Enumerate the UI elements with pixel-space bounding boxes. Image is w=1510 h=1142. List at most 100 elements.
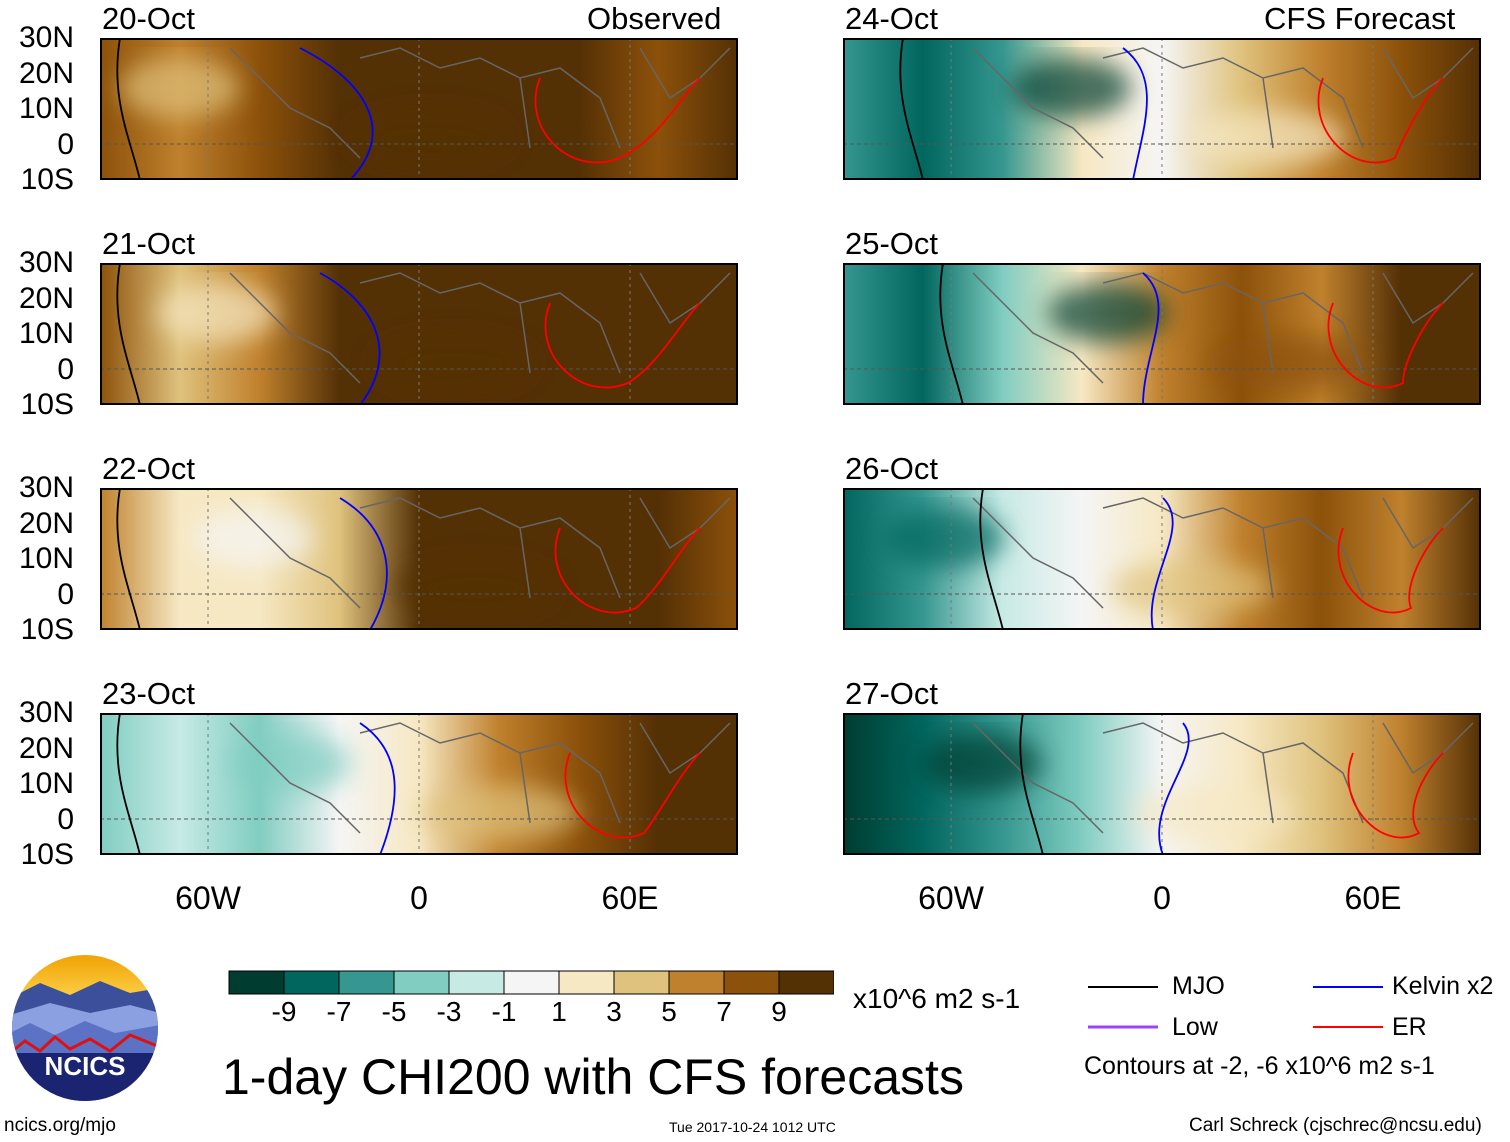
- panel-date: 22-Oct: [102, 451, 196, 486]
- lat-label: 10S: [20, 163, 74, 196]
- kelvin-contour: [339, 497, 388, 630]
- legend-er: ER: [1392, 1013, 1427, 1041]
- colorbar-bin: [338, 970, 395, 995]
- er-contour: [1327, 302, 1444, 389]
- coastlines: [972, 47, 1474, 159]
- panel-date: 23-Oct: [102, 676, 196, 711]
- er-contour: [564, 752, 701, 839]
- colorbar-bin: [668, 970, 725, 995]
- panel-date: 27-Oct: [845, 676, 939, 711]
- chi200-anomalies: [1048, 283, 1368, 391]
- coastlines: [972, 497, 1474, 609]
- colorbar-bin: [503, 970, 560, 995]
- footer-timestamp: Tue 2017-10-24 1012 UTC: [669, 1119, 836, 1135]
- coastlines: [229, 497, 731, 609]
- colorbar-label: 3: [606, 996, 622, 1027]
- lat-label: 10S: [20, 613, 74, 646]
- footer-credit: Carl Schreck (cjschrec@ncsu.edu): [1189, 1115, 1482, 1136]
- lat-label: 10N: [18, 542, 74, 575]
- mjo-contour: [939, 263, 964, 405]
- map-panel-23-Oct: [100, 713, 738, 855]
- lat-label: 0: [57, 802, 74, 836]
- map-panel-22-Oct: [100, 488, 738, 630]
- lon-label: 0: [1153, 880, 1171, 916]
- colorbar-label: 9: [771, 996, 787, 1027]
- kelvin-contour: [1122, 47, 1148, 180]
- observed-label: Observed: [587, 1, 722, 36]
- mjo-contour: [116, 488, 141, 630]
- lat-label: 0: [57, 577, 74, 611]
- lon-label: 60W: [175, 880, 241, 916]
- er-contour: [1317, 77, 1444, 164]
- er-contour: [544, 302, 701, 389]
- lon-label: 60E: [601, 880, 659, 916]
- lat-label: 10N: [18, 92, 74, 125]
- mjo-contour: [116, 263, 141, 405]
- lat-label: 20N: [18, 281, 74, 315]
- forecast-label: CFS Forecast: [1264, 1, 1456, 36]
- colorbar-label: -5: [381, 996, 407, 1027]
- map-panel-25-Oct: [843, 263, 1481, 405]
- panel-frame: [100, 38, 738, 180]
- panel-frame: [843, 713, 1481, 855]
- coastlines: [229, 47, 731, 159]
- lat-label: 30N: [18, 21, 74, 54]
- er-contour: [554, 527, 701, 614]
- coastlines: [972, 272, 1474, 384]
- coastlines: [972, 722, 1474, 834]
- panel-frame: [100, 263, 738, 405]
- colorbar-units: x10^6 m2 s-1: [853, 983, 1021, 1014]
- chi200-anomalies: [1011, 58, 1345, 166]
- lat-label: 20N: [18, 731, 74, 765]
- mjo-contour: [979, 488, 1004, 630]
- lat-label: 10S: [20, 838, 74, 871]
- lat-label: 10N: [18, 317, 74, 350]
- lon-label: 60W: [918, 880, 984, 916]
- legend-low: Low: [1172, 1013, 1218, 1041]
- chi200-anomalies: [885, 508, 1271, 616]
- lat-label: 30N: [18, 246, 74, 279]
- lat-label: 30N: [18, 471, 74, 504]
- lon-label: 0: [410, 880, 428, 916]
- lat-label: 0: [57, 352, 74, 386]
- figure-title: 1-day CHI200 with CFS forecasts: [222, 1049, 964, 1105]
- lon-label: 60E: [1344, 880, 1402, 916]
- legend-mjo: MJO: [1172, 972, 1225, 1000]
- lat-label: 20N: [18, 56, 74, 90]
- panel-date: 20-Oct: [102, 1, 196, 36]
- panel-frame: [843, 38, 1481, 180]
- colorbar-bin: [558, 970, 615, 995]
- mjo-contour: [1019, 713, 1044, 855]
- footer-url[interactable]: ncics.org/mjo: [4, 1115, 116, 1136]
- colorbar-label: 7: [716, 996, 732, 1027]
- chi200-anomalies: [231, 733, 579, 841]
- lat-label: 10S: [20, 388, 74, 421]
- colorbar: [228, 970, 834, 995]
- panel-date: 24-Oct: [845, 1, 939, 36]
- lat-label: 20N: [18, 506, 74, 540]
- panel-date: 21-Oct: [102, 226, 196, 261]
- panel-date: 26-Oct: [845, 451, 939, 486]
- mjo-contour: [116, 38, 141, 180]
- legend-kelvin: Kelvin x2: [1392, 972, 1494, 1000]
- mjo-contour: [899, 38, 924, 180]
- colorbar-bin: [613, 970, 670, 995]
- kelvin-contour: [319, 272, 381, 405]
- map-panel-21-Oct: [100, 263, 738, 405]
- panel-date: 25-Oct: [845, 226, 939, 261]
- colorbar-bin: [228, 970, 285, 995]
- chi200-anomalies: [157, 283, 533, 391]
- map-panel-24-Oct: [843, 38, 1481, 180]
- kelvin-contour: [299, 47, 374, 180]
- colorbar-label: -3: [436, 996, 462, 1027]
- colorbar-label: -9: [271, 996, 297, 1027]
- colorbar-bin: [723, 970, 780, 995]
- colorbar-bin: [778, 970, 834, 995]
- er-contour: [1347, 752, 1444, 839]
- map-panel-26-Oct: [843, 488, 1481, 630]
- lat-label: 0: [57, 127, 74, 161]
- kelvin-contour: [1158, 722, 1190, 855]
- mjo-contour: [116, 713, 141, 855]
- er-contour: [1337, 527, 1444, 614]
